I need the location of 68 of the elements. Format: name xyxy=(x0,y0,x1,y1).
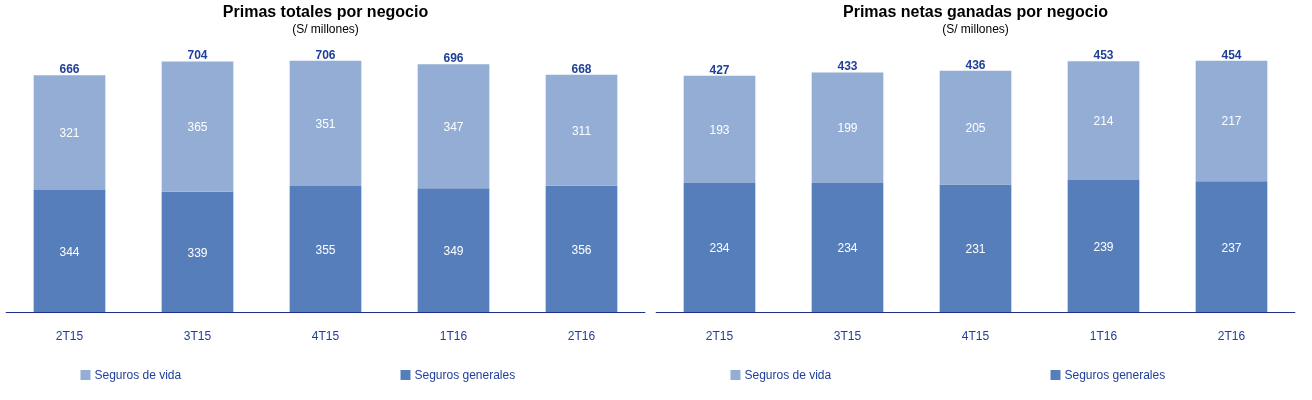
bar xyxy=(417,64,490,189)
data-label: 231 xyxy=(965,242,986,257)
legend-label: Seguros generales xyxy=(1064,367,1166,382)
bar xyxy=(1067,61,1140,181)
total-label: 666 xyxy=(59,62,80,77)
data-label: 355 xyxy=(315,242,336,257)
total-label: 427 xyxy=(709,62,730,77)
total-label: 454 xyxy=(1221,47,1242,62)
bar xyxy=(545,185,618,313)
bar xyxy=(683,182,756,313)
x-tick-label: 1T16 xyxy=(1089,328,1118,343)
total-label: 436 xyxy=(965,57,986,72)
x-tick-label: 2T15 xyxy=(55,328,84,343)
legend-label: Seguros generales xyxy=(414,367,516,382)
data-label: 205 xyxy=(965,121,986,136)
data-label: 339 xyxy=(187,245,208,260)
bar xyxy=(289,186,362,313)
x-tick-label: 1T16 xyxy=(439,328,468,343)
data-label: 217 xyxy=(1221,114,1242,129)
total-label: 668 xyxy=(571,61,592,76)
x-tick-label: 3T15 xyxy=(833,328,862,343)
bar xyxy=(161,191,234,313)
total-label: 453 xyxy=(1093,48,1114,63)
x-tick-label: 2T16 xyxy=(1217,328,1246,343)
data-label: 349 xyxy=(443,244,464,259)
data-label: 199 xyxy=(837,121,858,136)
x-tick-label: 3T15 xyxy=(183,328,212,343)
total-label: 433 xyxy=(837,59,858,74)
data-label: 351 xyxy=(315,116,336,131)
bar xyxy=(1195,181,1268,313)
data-label: 193 xyxy=(709,122,730,137)
data-label: 237 xyxy=(1221,240,1242,255)
total-label: 696 xyxy=(443,51,464,66)
bar xyxy=(161,61,234,192)
bar xyxy=(289,60,362,187)
bar xyxy=(811,72,884,183)
bar xyxy=(939,70,1012,185)
x-tick-label: 4T15 xyxy=(961,328,990,343)
bar xyxy=(545,74,618,186)
total-label: 704 xyxy=(187,48,208,63)
bar xyxy=(939,184,1012,313)
x-tick-label: 4T15 xyxy=(311,328,340,343)
data-label: 234 xyxy=(837,241,858,256)
data-label: 344 xyxy=(59,244,80,259)
data-label: 321 xyxy=(59,126,80,141)
bar xyxy=(33,189,106,313)
bar xyxy=(417,188,490,313)
legend-label: Seguros de vida xyxy=(94,367,182,382)
bar xyxy=(683,75,756,183)
bar xyxy=(1195,60,1268,182)
chart-title: Primas netas ganadas por negocio xyxy=(843,2,1109,20)
chart-subtitle: (S/ millones) xyxy=(292,21,359,36)
x-tick-label: 2T16 xyxy=(567,328,596,343)
data-label: 214 xyxy=(1093,114,1114,129)
data-label: 239 xyxy=(1093,239,1114,254)
total-label: 706 xyxy=(315,47,336,62)
bar xyxy=(33,75,106,190)
data-label: 356 xyxy=(571,242,592,257)
x-tick-label: 2T15 xyxy=(705,328,734,343)
data-label: 365 xyxy=(187,120,208,135)
data-label: 347 xyxy=(443,119,464,134)
bar xyxy=(811,182,884,313)
data-label: 234 xyxy=(709,241,730,256)
chart-subtitle: (S/ millones) xyxy=(942,21,1009,36)
chart-title: Primas totales por negocio xyxy=(222,2,429,20)
legend-label: Seguros de vida xyxy=(744,367,832,382)
data-label: 311 xyxy=(571,123,592,138)
bar xyxy=(1067,180,1140,313)
